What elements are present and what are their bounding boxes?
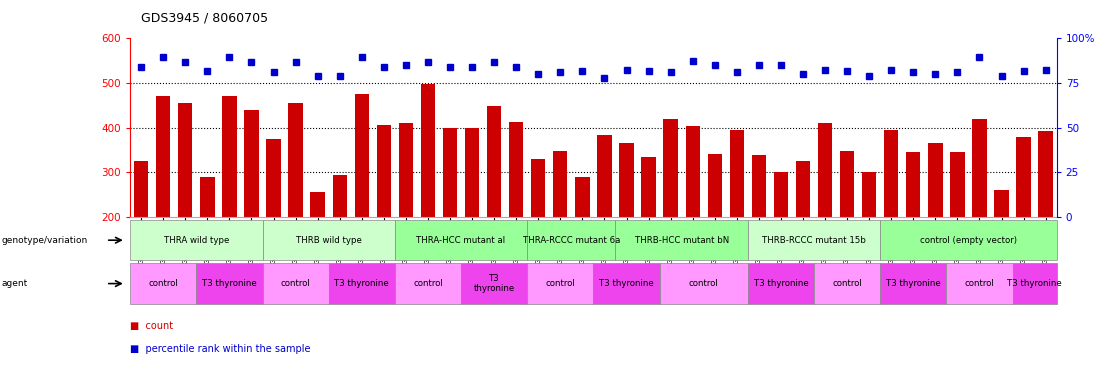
Bar (950, 152, 964, 306)
Text: control: control (546, 279, 575, 288)
Text: control: control (149, 279, 178, 288)
Text: ■  count: ■ count (130, 321, 173, 331)
Bar (135, 161, 148, 306)
Bar (773, 172, 788, 306)
Bar (376, 126, 390, 306)
Bar (157, 96, 170, 306)
Bar (267, 139, 280, 306)
Bar (288, 103, 302, 306)
Text: control (empty vector): control (empty vector) (920, 236, 1017, 245)
Bar (311, 192, 325, 306)
Bar (420, 84, 435, 306)
Text: T3 thyronine: T3 thyronine (334, 279, 389, 288)
Bar (972, 119, 986, 306)
Text: control: control (281, 279, 310, 288)
Bar (817, 123, 832, 306)
Bar (488, 106, 501, 306)
Text: ■  percentile rank within the sample: ■ percentile rank within the sample (130, 344, 311, 354)
Bar (179, 103, 192, 306)
Text: THRB-RCCC mutant 15b: THRB-RCCC mutant 15b (762, 236, 866, 245)
Text: control: control (414, 279, 442, 288)
Text: agent: agent (1, 279, 28, 288)
Bar (1016, 137, 1030, 306)
Text: THRA wild type: THRA wild type (163, 236, 229, 245)
Bar (752, 156, 765, 306)
Bar (861, 172, 876, 306)
Bar (532, 159, 545, 306)
Bar (708, 154, 721, 306)
Bar (906, 152, 920, 306)
Bar (994, 190, 1008, 306)
Bar (1038, 131, 1052, 306)
Text: T3 thyronine: T3 thyronine (202, 279, 257, 288)
Bar (553, 151, 567, 306)
Bar (333, 175, 346, 306)
Bar (399, 123, 413, 306)
Text: T3 thyronine: T3 thyronine (886, 279, 941, 288)
Text: THRA-HCC mutant al: THRA-HCC mutant al (417, 236, 505, 245)
Bar (443, 127, 458, 306)
Text: THRB wild type: THRB wild type (296, 236, 362, 245)
Bar (223, 96, 236, 306)
Text: GDS3945 / 8060705: GDS3945 / 8060705 (141, 12, 268, 25)
Bar (598, 135, 611, 306)
Bar (619, 143, 633, 306)
Bar (795, 161, 810, 306)
Bar (576, 177, 589, 306)
Text: T3
thyronine: T3 thyronine (473, 274, 515, 293)
Text: control: control (833, 279, 861, 288)
Bar (685, 126, 699, 306)
Text: T3 thyronine: T3 thyronine (599, 279, 654, 288)
Text: T3 thyronine: T3 thyronine (753, 279, 808, 288)
Bar (730, 130, 743, 306)
Bar (465, 127, 479, 306)
Bar (201, 177, 214, 306)
Bar (840, 151, 854, 306)
Bar (928, 143, 942, 306)
Text: THRB-HCC mutant bN: THRB-HCC mutant bN (634, 236, 729, 245)
Bar (663, 119, 677, 306)
Bar (642, 157, 655, 306)
Bar (244, 110, 258, 306)
Text: THRA-RCCC mutant 6a: THRA-RCCC mutant 6a (523, 236, 620, 245)
Text: genotype/variation: genotype/variation (1, 236, 87, 245)
Text: T3 thyronine: T3 thyronine (1007, 279, 1062, 288)
Bar (508, 122, 523, 306)
Text: control: control (965, 279, 994, 288)
Bar (355, 94, 368, 306)
Text: control: control (689, 279, 718, 288)
Bar (884, 130, 898, 306)
